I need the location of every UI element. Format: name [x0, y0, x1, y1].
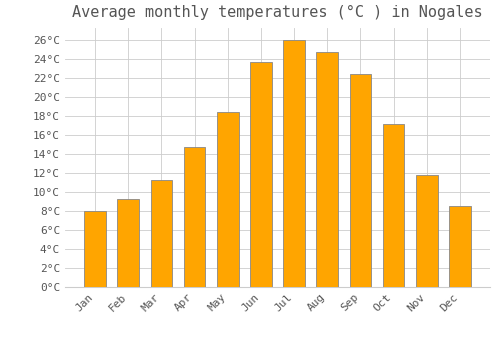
- Bar: [316, 52, 338, 287]
- Bar: [217, 112, 238, 287]
- Bar: [150, 180, 172, 287]
- Bar: [284, 40, 305, 287]
- Bar: [250, 62, 272, 287]
- Bar: [416, 175, 438, 287]
- Title: Average monthly temperatures (°C ) in Nogales: Average monthly temperatures (°C ) in No…: [72, 5, 483, 20]
- Bar: [449, 206, 470, 287]
- Bar: [118, 199, 139, 287]
- Bar: [383, 124, 404, 287]
- Bar: [184, 147, 206, 287]
- Bar: [84, 211, 106, 287]
- Bar: [350, 75, 371, 287]
